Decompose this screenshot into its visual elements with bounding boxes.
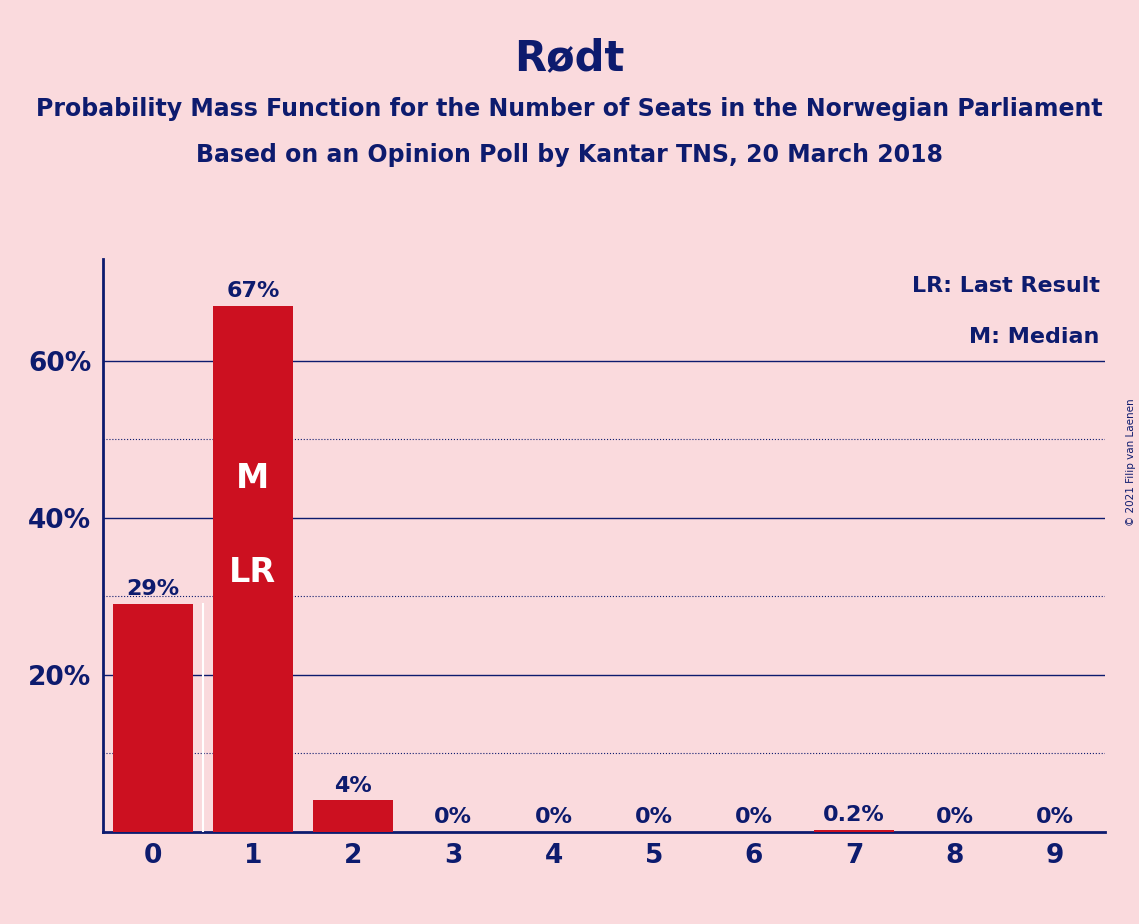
Bar xyxy=(814,830,894,832)
Text: LR: Last Result: LR: Last Result xyxy=(912,276,1100,296)
Text: Probability Mass Function for the Number of Seats in the Norwegian Parliament: Probability Mass Function for the Number… xyxy=(36,97,1103,121)
Text: 0%: 0% xyxy=(634,807,673,827)
Text: © 2021 Filip van Laenen: © 2021 Filip van Laenen xyxy=(1126,398,1136,526)
Text: 29%: 29% xyxy=(126,579,179,600)
Bar xyxy=(213,306,293,832)
Text: LR: LR xyxy=(229,556,277,590)
Text: M: Median: M: Median xyxy=(969,327,1100,347)
Bar xyxy=(313,800,393,832)
Text: 0%: 0% xyxy=(534,807,573,827)
Text: 0%: 0% xyxy=(935,807,974,827)
Text: 4%: 4% xyxy=(334,775,372,796)
Text: M: M xyxy=(236,462,270,495)
Text: 0%: 0% xyxy=(735,807,773,827)
Bar xyxy=(113,604,192,832)
Text: 67%: 67% xyxy=(227,281,279,301)
Text: 0.2%: 0.2% xyxy=(823,806,885,825)
Text: 0%: 0% xyxy=(434,807,473,827)
Text: Based on an Opinion Poll by Kantar TNS, 20 March 2018: Based on an Opinion Poll by Kantar TNS, … xyxy=(196,143,943,167)
Text: Rødt: Rødt xyxy=(515,37,624,79)
Text: 0%: 0% xyxy=(1035,807,1074,827)
